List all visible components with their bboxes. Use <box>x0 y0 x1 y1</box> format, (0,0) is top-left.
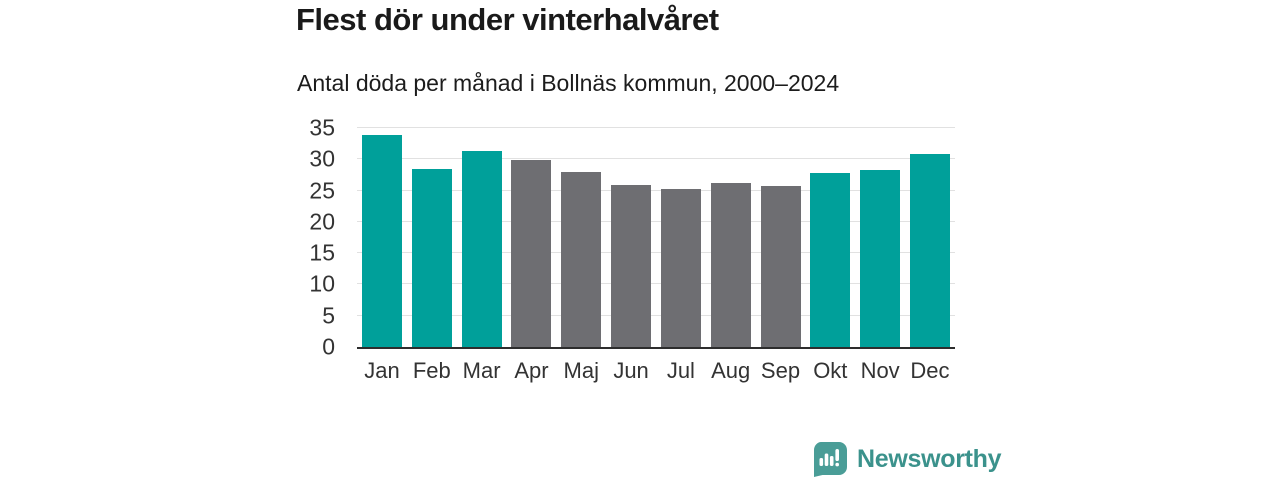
x-tick-label-aug: Aug <box>711 358 751 383</box>
bars-container <box>357 128 955 347</box>
x-tick-label-sep: Sep <box>760 358 801 383</box>
x-tick-label-mar: Mar <box>462 358 501 383</box>
y-tick-label-5: 5 <box>322 302 335 329</box>
y-tick-label-0: 0 <box>322 333 335 360</box>
newsworthy-logo-icon <box>814 442 847 477</box>
x-tick-label-jun: Jun <box>613 358 649 383</box>
brand-logo: Newsworthy <box>812 441 1002 477</box>
y-tick-label-15: 15 <box>309 239 335 266</box>
gridline-15 <box>357 252 955 254</box>
chart-title: Flest dör under vinterhalvåret <box>296 2 719 37</box>
x-tick-label-jan: Jan <box>364 358 400 383</box>
x-axis-labels: Jan Feb Mar Apr Maj Jun Jul Aug Sep Okt Nov Dec <box>357 358 955 384</box>
x-tick-label-okt: Okt <box>813 358 848 383</box>
bar-jan <box>362 134 402 347</box>
gridline-5 <box>357 314 955 316</box>
gridline-30 <box>357 158 955 160</box>
y-tick-label-30: 30 <box>309 145 335 172</box>
chart-subtitle: Antal döda per månad i Bollnäs kommun, 2… <box>297 70 840 96</box>
bar-dec <box>909 154 950 347</box>
x-tick-label-jul: Jul <box>666 358 695 383</box>
bar-nov <box>860 169 901 347</box>
bar-jul <box>660 188 701 347</box>
bar-maj <box>561 172 602 347</box>
x-tick-label-dec: Dec <box>910 358 950 383</box>
y-tick-label-25: 25 <box>309 177 335 204</box>
x-axis-line <box>357 347 955 349</box>
bar-jun <box>611 184 652 347</box>
y-axis-labels: 0 5 10 15 20 25 30 35 <box>220 116 347 358</box>
gridline-35 <box>357 127 955 128</box>
gridline-10 <box>357 283 955 285</box>
x-tick-label-apr: Apr <box>514 358 549 383</box>
bar-mar <box>461 151 502 347</box>
gridline-20 <box>357 220 955 222</box>
bar-aug <box>710 183 751 347</box>
x-tick-label-feb: Feb <box>412 358 451 383</box>
gridline-25 <box>357 189 955 191</box>
y-tick-label-10: 10 <box>309 270 335 297</box>
bar-okt <box>810 173 851 347</box>
brand-name: Newsworthy <box>857 444 1002 473</box>
bar-apr <box>511 159 552 347</box>
plot-area <box>357 127 955 349</box>
x-tick-label-nov: Nov <box>860 358 900 383</box>
x-tick-label-maj: Maj <box>563 358 599 383</box>
bar-sep <box>760 185 801 347</box>
y-tick-label-35: 35 <box>309 114 335 141</box>
bar-feb <box>411 168 452 347</box>
y-tick-label-20: 20 <box>309 208 335 235</box>
